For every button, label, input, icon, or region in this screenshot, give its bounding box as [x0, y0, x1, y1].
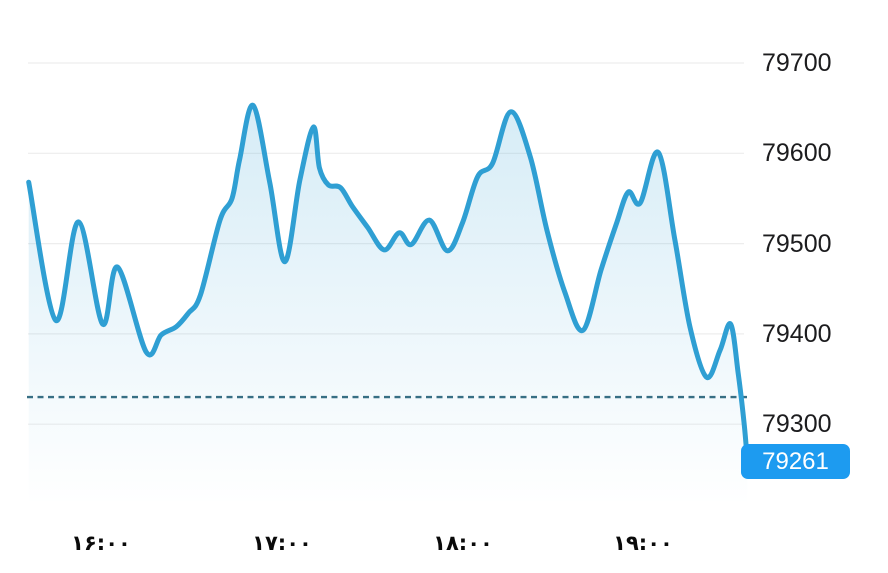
area-fill: [28, 105, 748, 505]
x-axis-label: ۱۸:۰۰: [433, 531, 493, 555]
x-axis-label: ۱۷:۰۰: [252, 531, 312, 555]
current-price-badge: 79261: [741, 444, 850, 479]
current-price-value: 79261: [762, 447, 829, 475]
y-axis-label: 79700: [762, 49, 832, 77]
x-axis-label: ۱۶:۰۰: [71, 531, 131, 555]
x-axis-label: ۱۹:۰۰: [613, 531, 673, 555]
y-axis-label: 79400: [762, 320, 832, 348]
y-axis-label: 79500: [762, 230, 832, 258]
price-line: [26, 102, 750, 462]
y-axis-label: 79600: [762, 139, 832, 167]
y-axis-label: 79300: [762, 410, 832, 438]
